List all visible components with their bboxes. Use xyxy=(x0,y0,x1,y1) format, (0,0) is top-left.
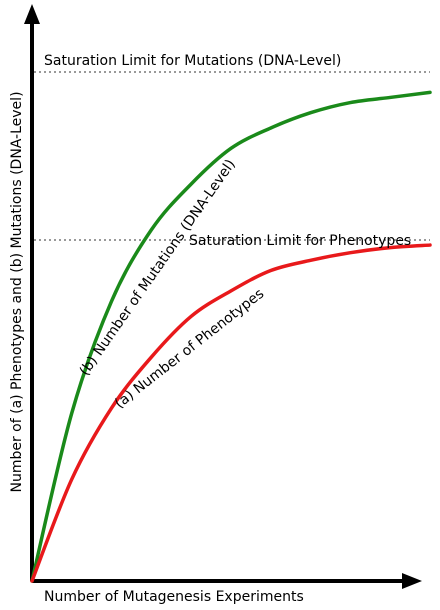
phenotypes-curve xyxy=(30,243,432,583)
y-axis-arrow xyxy=(24,4,40,24)
x-axis-arrow xyxy=(402,573,422,589)
mutations-curve xyxy=(30,90,432,583)
y-axis-label: Number of (a) Phenotypes and (b) Mutatio… xyxy=(9,91,25,492)
phenotype-saturation-label: Saturation Limit for Phenotypes xyxy=(189,233,411,249)
axes xyxy=(24,4,422,589)
mutation-saturation-label: Saturation Limit for Mutations (DNA-Leve… xyxy=(44,53,341,69)
mutations-curve-label: (b) Number of Mutations (DNA-Level) xyxy=(77,157,239,379)
reference-lines xyxy=(34,71,430,241)
x-axis-label: Number of Mutagenesis Experiments xyxy=(44,589,304,605)
series-layer xyxy=(30,90,432,583)
